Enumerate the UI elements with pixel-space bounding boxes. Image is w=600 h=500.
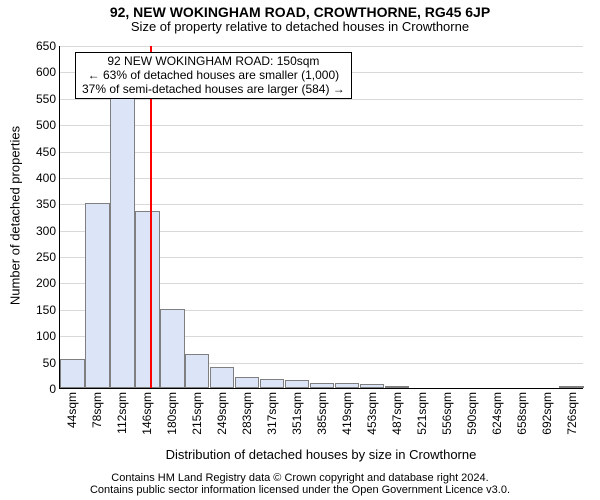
x-tick-label: 726sqm — [565, 392, 579, 435]
histogram-bar — [60, 359, 84, 388]
histogram-bar — [285, 380, 309, 388]
x-tick-label: 112sqm — [115, 392, 129, 434]
gridline-h — [60, 125, 583, 126]
plot-area: 0501001502002503003504004505005506006504… — [59, 46, 583, 389]
y-tick-label: 500 — [36, 118, 56, 132]
gridline-h — [60, 46, 583, 47]
x-tick-label: 419sqm — [340, 392, 354, 435]
x-tick-label: 180sqm — [165, 392, 179, 435]
y-tick-label: 550 — [36, 92, 56, 106]
x-tick-label: 385sqm — [315, 392, 329, 435]
chart-container: 92, NEW WOKINGHAM ROAD, CROWTHORNE, RG45… — [0, 0, 600, 500]
x-tick-label: 78sqm — [90, 392, 104, 428]
y-tick-label: 100 — [36, 329, 56, 343]
annotation-box: 92 NEW WOKINGHAM ROAD: 150sqm← 63% of de… — [75, 52, 352, 99]
y-tick-label: 300 — [36, 224, 56, 238]
annotation-line-1: 92 NEW WOKINGHAM ROAD: 150sqm — [107, 54, 319, 68]
x-tick-label: 283sqm — [240, 392, 254, 435]
y-tick-label: 250 — [36, 250, 56, 264]
histogram-bar — [160, 309, 184, 388]
x-tick-label: 317sqm — [265, 392, 279, 435]
y-tick-label: 650 — [36, 39, 56, 53]
x-axis-label: Distribution of detached houses by size … — [59, 447, 583, 462]
annotation-line-2: ← 63% of detached houses are smaller (1,… — [88, 68, 339, 82]
chart-title: 92, NEW WOKINGHAM ROAD, CROWTHORNE, RG45… — [0, 0, 600, 20]
histogram-bar — [110, 93, 134, 389]
histogram-bar — [210, 367, 234, 388]
gridline-h — [60, 204, 583, 205]
histogram-bar — [135, 211, 159, 388]
y-tick-label: 450 — [36, 145, 56, 159]
x-tick-label: 351sqm — [290, 392, 304, 435]
x-tick-label: 487sqm — [390, 392, 404, 435]
histogram-bar — [185, 354, 209, 388]
x-tick-label: 658sqm — [515, 392, 529, 435]
histogram-bar — [235, 377, 259, 388]
x-tick-label: 146sqm — [140, 392, 154, 435]
annotation-line-3: 37% of semi-detached houses are larger (… — [82, 82, 345, 96]
chart-subtitle: Size of property relative to detached ho… — [0, 20, 600, 35]
x-tick-label: 590sqm — [465, 392, 479, 435]
y-tick-label: 200 — [36, 276, 56, 290]
x-tick-label: 521sqm — [415, 392, 429, 435]
histogram-bar — [385, 386, 409, 388]
y-tick-label: 350 — [36, 197, 56, 211]
footer-text: Contains HM Land Registry data © Crown c… — [0, 472, 600, 497]
gridline-h — [60, 178, 583, 179]
x-tick-label: 624sqm — [490, 392, 504, 435]
histogram-bar — [360, 384, 384, 388]
y-axis-label: Number of detached properties — [8, 115, 23, 315]
x-tick-label: 44sqm — [65, 392, 79, 428]
histogram-bar — [559, 386, 583, 388]
footer-line-2: Contains public sector information licen… — [90, 484, 510, 496]
x-tick-label: 215sqm — [190, 392, 204, 435]
footer-line-1: Contains HM Land Registry data © Crown c… — [111, 472, 488, 484]
y-tick-label: 0 — [49, 382, 56, 396]
x-tick-label: 692sqm — [540, 392, 554, 435]
histogram-bar — [335, 383, 359, 388]
y-tick-label: 50 — [43, 356, 56, 370]
y-tick-label: 600 — [36, 65, 56, 79]
y-tick-label: 400 — [36, 171, 56, 185]
x-tick-label: 453sqm — [365, 392, 379, 435]
histogram-bar — [85, 203, 109, 388]
x-tick-label: 556sqm — [440, 392, 454, 435]
histogram-bar — [310, 383, 334, 388]
y-tick-label: 150 — [36, 303, 56, 317]
histogram-bar — [260, 379, 284, 388]
gridline-h — [60, 152, 583, 153]
x-tick-label: 249sqm — [215, 392, 229, 435]
